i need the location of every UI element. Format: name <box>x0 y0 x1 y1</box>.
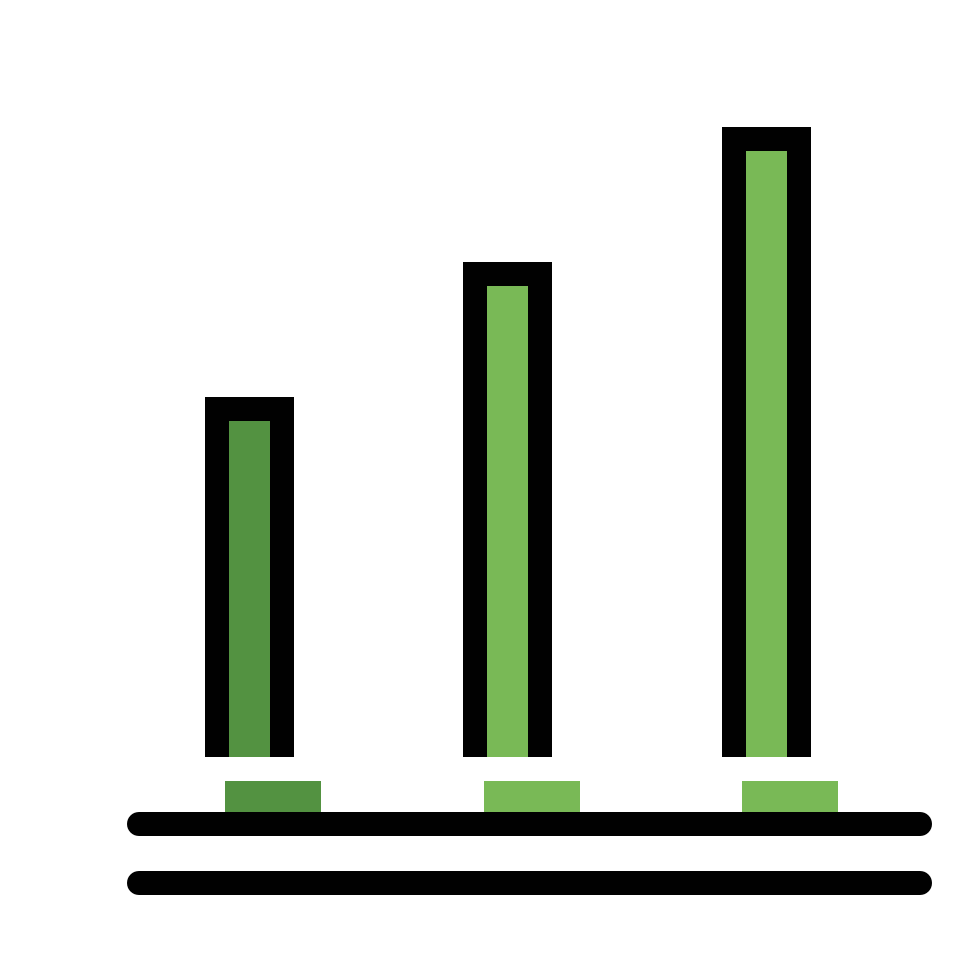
bar-2 <box>463 262 552 757</box>
baseline-lower <box>127 871 932 895</box>
baseline-upper <box>127 812 932 836</box>
bar-chart-icon <box>0 0 980 980</box>
bar-1 <box>205 397 294 757</box>
bar-3 <box>722 127 811 757</box>
